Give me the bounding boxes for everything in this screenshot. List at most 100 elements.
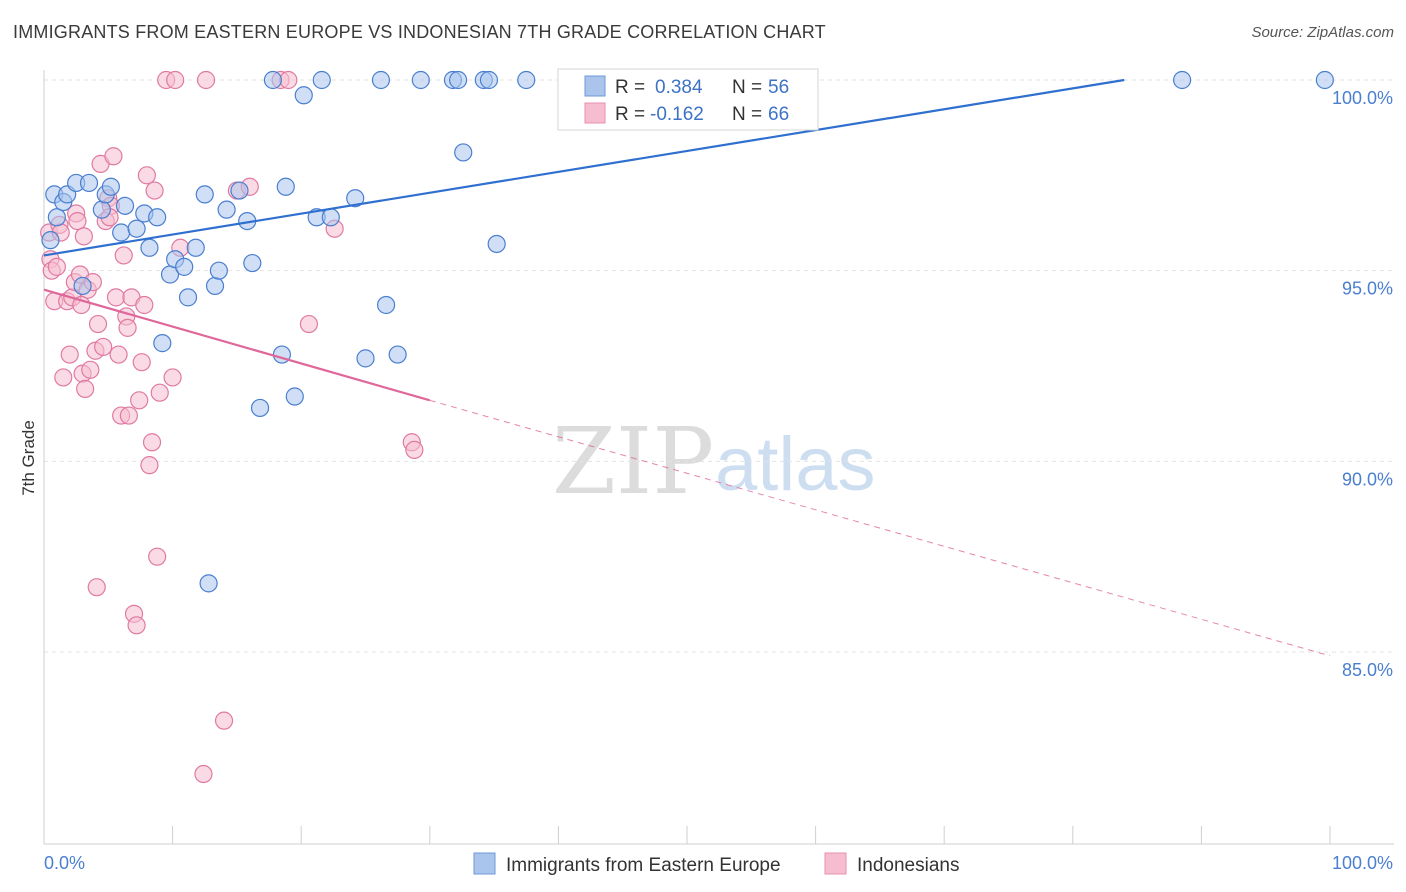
watermark-atlas: atlas xyxy=(715,422,876,507)
data-point xyxy=(88,314,108,334)
data-point xyxy=(112,223,131,242)
x-ticks xyxy=(43,826,1331,844)
data-point xyxy=(68,211,87,231)
data-point xyxy=(150,383,169,402)
axes xyxy=(43,70,1394,845)
stats-r-label-pink: R = xyxy=(615,104,645,125)
y-tick-label: 100.0% xyxy=(1332,88,1393,108)
stats-r-label-blue: R = xyxy=(615,77,645,98)
data-point xyxy=(279,70,298,90)
data-point xyxy=(115,196,135,215)
x-tick-label-max: 100.0% xyxy=(1332,853,1393,873)
data-point xyxy=(166,70,185,90)
stats-n-label-pink: N = xyxy=(732,104,762,125)
series-eastern-europe-points xyxy=(41,70,1334,593)
data-point xyxy=(199,574,218,593)
data-point xyxy=(479,70,499,90)
data-point xyxy=(195,185,214,204)
watermark-zip: ZIP xyxy=(552,408,714,515)
data-point xyxy=(276,177,295,196)
data-point xyxy=(140,456,159,475)
data-point xyxy=(127,616,146,635)
data-point xyxy=(285,387,304,406)
data-point xyxy=(92,200,111,219)
y-tick-label: 85.0% xyxy=(1342,660,1393,680)
data-point xyxy=(140,238,159,257)
chart-source: Source: ZipAtlas.com xyxy=(1251,24,1394,41)
data-point xyxy=(217,200,236,219)
trend-lines xyxy=(43,78,1331,657)
x-tick-label-min: 0.0% xyxy=(44,853,85,873)
data-point xyxy=(178,288,198,307)
data-point xyxy=(487,234,506,254)
data-point xyxy=(73,276,92,296)
data-point xyxy=(294,86,313,105)
trend-line-indonesians xyxy=(43,288,431,402)
data-point xyxy=(130,391,149,410)
data-point xyxy=(132,353,151,372)
data-point xyxy=(76,379,95,398)
data-point xyxy=(94,337,113,357)
data-point xyxy=(405,440,424,459)
data-point xyxy=(137,166,156,185)
data-point xyxy=(230,181,249,200)
y-tick-labels: 100.0% 95.0% 90.0% 85.0% xyxy=(1332,88,1393,680)
stats-swatch-pink xyxy=(584,102,606,124)
data-point xyxy=(47,208,66,227)
data-point xyxy=(106,288,126,307)
series-legend: Immigrants from Eastern Europe Indonesia… xyxy=(473,852,959,876)
gridlines xyxy=(44,79,1394,653)
stats-n-value-blue: 56 xyxy=(768,77,789,98)
data-point xyxy=(60,345,79,364)
data-point xyxy=(454,143,473,162)
data-point xyxy=(299,314,319,334)
legend-label-indonesians: Indonesians xyxy=(857,855,959,876)
data-point xyxy=(388,345,407,364)
y-tick-label: 90.0% xyxy=(1342,469,1393,489)
trend-line-eastern-europe xyxy=(43,78,1125,257)
data-point xyxy=(263,70,283,90)
data-point xyxy=(356,349,375,368)
data-point xyxy=(214,711,234,730)
data-point xyxy=(118,318,137,337)
data-point xyxy=(205,276,225,296)
data-point xyxy=(135,295,154,315)
watermark: ZIP atlas xyxy=(552,408,876,515)
data-point xyxy=(163,368,182,387)
data-point xyxy=(109,345,128,364)
stats-r-value-blue: 0.384 xyxy=(655,77,703,98)
data-point xyxy=(517,70,536,90)
data-point xyxy=(101,177,120,196)
stats-swatch-blue xyxy=(584,75,606,97)
data-point xyxy=(47,257,66,276)
data-point xyxy=(114,246,133,265)
data-point xyxy=(41,231,60,250)
data-point xyxy=(79,173,99,193)
data-point xyxy=(87,578,106,597)
data-point xyxy=(346,189,365,208)
data-point xyxy=(371,70,391,90)
data-point xyxy=(209,261,228,280)
data-point xyxy=(194,764,213,784)
chart-title: IMMIGRANTS FROM EASTERN EUROPE VS INDONE… xyxy=(13,22,826,42)
data-point xyxy=(321,208,340,227)
y-axis-label: 7th Grade xyxy=(19,420,38,496)
data-point xyxy=(145,181,164,200)
data-point xyxy=(1315,70,1334,90)
data-point xyxy=(54,368,73,387)
data-point xyxy=(142,433,162,452)
stats-legend: R = 0.384 N = 56 R = -0.162 N = 66 xyxy=(557,68,819,131)
y-tick-label: 95.0% xyxy=(1342,279,1393,299)
data-point xyxy=(448,70,468,90)
data-point xyxy=(148,208,167,227)
data-point xyxy=(119,406,138,425)
legend-label-eastern-europe: Immigrants from Eastern Europe xyxy=(506,855,781,876)
data-point xyxy=(196,70,216,90)
data-point xyxy=(1173,70,1192,90)
data-point xyxy=(104,147,123,166)
legend-swatch-eastern-europe xyxy=(473,852,496,875)
data-point xyxy=(74,227,93,246)
data-point xyxy=(148,547,167,566)
series-indonesians-points xyxy=(40,70,424,784)
